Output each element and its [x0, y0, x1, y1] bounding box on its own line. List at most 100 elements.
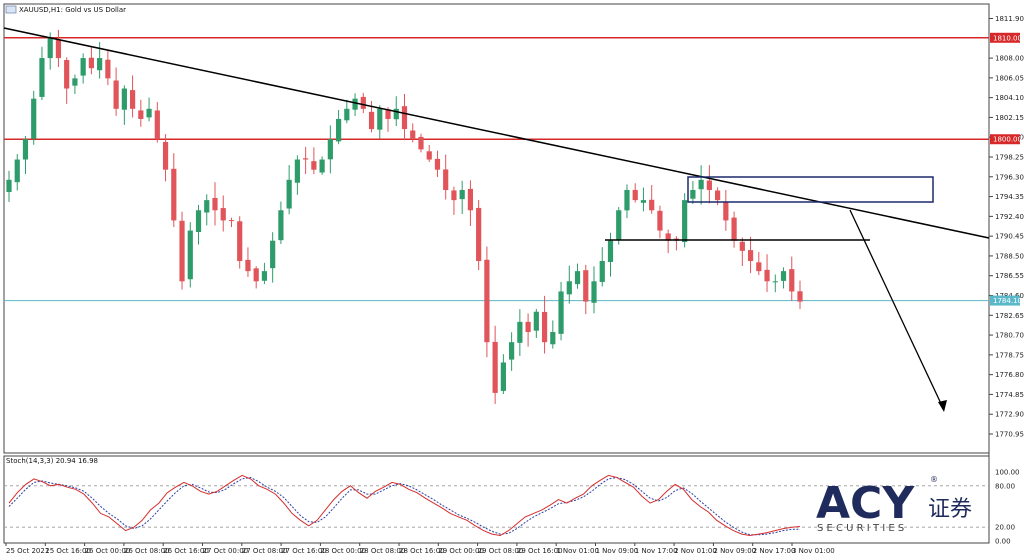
price-tags: 1810.00 1800.00 1784.10	[990, 32, 1022, 306]
candle-body	[583, 270, 589, 302]
candle-body	[500, 362, 506, 391]
price-tick-label: 1788.50	[995, 252, 1024, 260]
stoch-level-label: 100.00	[995, 469, 1020, 477]
candle-body	[187, 230, 193, 280]
candle-body	[195, 210, 202, 232]
candle-body	[179, 220, 185, 282]
candle-body	[443, 169, 449, 190]
price-tick-label: 1778.75	[995, 351, 1024, 359]
current-price-tag	[990, 295, 1020, 306]
time-tick-label: 1 Nov 09:00	[596, 547, 639, 555]
time-tick-label: 1 Nov 17:00	[635, 547, 678, 555]
symbol-icon[interactable]	[5, 5, 17, 14]
stoch-signal-line	[8, 476, 800, 536]
logo-brand: ACY	[816, 478, 915, 529]
candle-body	[401, 106, 408, 130]
candle-body	[360, 96, 366, 109]
candle-body	[245, 259, 251, 272]
price-tick-label: 1811.90	[995, 15, 1024, 23]
candle-body	[467, 188, 474, 211]
candle-body	[253, 268, 259, 282]
candle-body	[756, 262, 762, 272]
price-tick-label: 1772.90	[995, 411, 1024, 419]
red-level-tag	[990, 134, 1020, 145]
candle-body	[789, 269, 795, 292]
candle-body	[558, 291, 564, 334]
time-tick-label: 26 Oct 00:00	[85, 547, 131, 555]
candle-body	[426, 151, 432, 160]
candle-body	[105, 59, 111, 79]
candle-body	[129, 90, 136, 109]
candle-body	[121, 88, 127, 110]
candle-body	[335, 118, 342, 142]
candle-body	[64, 60, 70, 89]
candle-body	[237, 221, 243, 262]
support-resistance-lines	[4, 37, 989, 302]
price-tick-label: 1770.95	[995, 431, 1024, 439]
candle-body	[541, 311, 548, 343]
time-tick-label: 25 Oct 2021	[6, 547, 49, 555]
candle-body	[533, 311, 539, 331]
candle-body	[665, 233, 671, 241]
time-tick-label: 29 Oct 16:00	[517, 547, 563, 555]
price-tick-label: 1794.35	[995, 193, 1024, 201]
logo-registered: ®	[930, 475, 938, 484]
price-tick-label: 1782.65	[995, 312, 1024, 320]
price-tick-label: 1776.80	[995, 371, 1024, 379]
time-tick-label: 27 Oct 08:00	[242, 547, 288, 555]
candle-body	[171, 168, 177, 221]
candle-body	[525, 321, 531, 333]
candle-body	[616, 210, 622, 241]
time-tick-label: 28 Oct 00:00	[320, 547, 366, 555]
time-tick-label: 27 Oct 00:00	[203, 547, 249, 555]
logo-chinese: 证券	[928, 497, 972, 522]
candle-body	[739, 241, 745, 251]
candle-body	[303, 158, 309, 160]
symbol-label: XAUUSD,H1: Gold vs US Dollar	[19, 6, 126, 14]
stoch-level-label: 20.00	[995, 524, 1015, 532]
candle-body	[97, 58, 103, 71]
candle-body	[731, 217, 737, 241]
candle-body	[797, 291, 803, 302]
candle-body	[698, 179, 704, 190]
candle-body	[624, 189, 630, 211]
time-tick-label: 2 Nov 09:00	[713, 547, 756, 555]
candle-body	[484, 259, 490, 343]
logo-securities: S E C U R I T I E S	[817, 523, 904, 534]
candle-body	[649, 199, 655, 211]
candle-body	[55, 39, 62, 59]
candle-body	[154, 110, 160, 140]
candle-body	[509, 342, 515, 360]
candle-body	[344, 108, 350, 121]
price-tick-label: 1808.00	[995, 55, 1024, 63]
candle-body	[72, 78, 78, 86]
stoch-levels: 100.00 80.00 20.00 0.00	[4, 469, 1020, 546]
candle-body	[492, 341, 498, 393]
candle-body	[377, 108, 383, 130]
candle-body	[113, 80, 119, 109]
forecast-arrow	[849, 209, 945, 411]
stoch-main-line	[8, 474, 801, 537]
candle-body	[682, 200, 688, 243]
candle-body	[410, 130, 416, 140]
candle-body	[690, 189, 696, 199]
candle-body	[385, 109, 391, 119]
candle-body	[632, 189, 638, 201]
candle-body	[723, 202, 729, 221]
red-level-tag	[990, 32, 1020, 43]
candle-body	[764, 269, 770, 282]
candle-body	[31, 98, 37, 139]
time-tick-label: 26 Oct 08:00	[124, 547, 170, 555]
candle-body	[451, 190, 457, 201]
stoch-level-label: 80.00	[995, 482, 1015, 490]
candle-body	[772, 281, 778, 283]
candle-body	[220, 208, 226, 221]
candle-body	[780, 271, 787, 281]
candle-body	[368, 111, 375, 130]
candle-body	[286, 179, 292, 209]
red-level-tag-label: 1800.00	[993, 136, 1022, 144]
candle-body	[640, 200, 647, 203]
candle-body	[566, 281, 572, 295]
